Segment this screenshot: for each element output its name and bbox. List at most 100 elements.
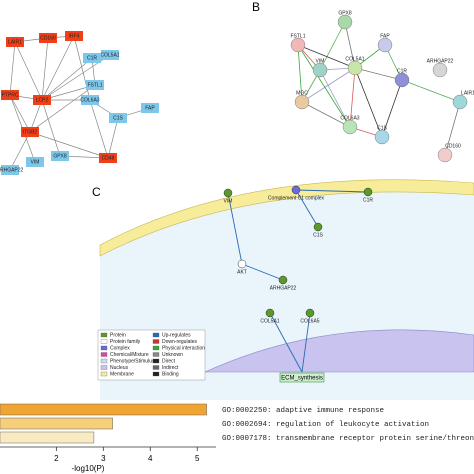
edge — [344, 21, 356, 69]
edge — [295, 189, 319, 228]
edge — [29, 131, 109, 159]
legend-label: Nucleus — [110, 365, 129, 371]
node — [432, 62, 448, 78]
edge — [301, 67, 356, 103]
node-label: FSTL1 — [290, 33, 305, 39]
x-tick-label: 2 — [54, 454, 59, 463]
node-label: ARHGAP22 — [270, 285, 297, 291]
node-label: Complement C1 complex — [268, 195, 325, 201]
legend-label: Unknown — [162, 352, 183, 358]
node — [374, 129, 390, 145]
node — [377, 37, 393, 53]
legend-label: Chemical/Mixture — [110, 352, 149, 358]
node-label: C1S — [377, 125, 387, 131]
node — [452, 94, 468, 110]
node — [290, 37, 306, 53]
legend-label: Protein family — [110, 339, 141, 345]
legend-label: Up-regulates — [162, 332, 191, 338]
node-label: LAIR1 — [461, 90, 474, 96]
bar — [0, 431, 95, 444]
node — [312, 62, 328, 78]
node — [223, 188, 233, 198]
node — [83, 53, 101, 63]
node — [265, 308, 275, 318]
edge — [29, 84, 96, 133]
node — [342, 119, 358, 135]
node-label: CD48 — [102, 155, 115, 161]
process-label: ECM_synthesis — [281, 376, 323, 382]
node-label: VIM — [224, 198, 233, 204]
legend-swatch — [100, 332, 108, 338]
node-label: CD160 — [445, 143, 461, 149]
node — [81, 95, 99, 105]
node — [99, 153, 117, 163]
node-label: LCP2 — [36, 97, 49, 103]
node — [337, 14, 353, 30]
legend-label: Direct — [162, 358, 176, 364]
edge — [89, 99, 109, 159]
node — [294, 94, 310, 110]
legend-label: Phenotype/Stimulus — [110, 358, 155, 364]
edge — [444, 101, 461, 156]
edge — [297, 44, 356, 69]
edge — [241, 263, 284, 281]
edge — [297, 44, 351, 128]
edge — [297, 44, 303, 103]
membrane — [99, 179, 474, 257]
edge — [381, 79, 403, 138]
legend-label: Membrane — [110, 371, 134, 377]
legend-box — [97, 329, 206, 381]
legend-swatch — [100, 358, 108, 364]
x-tick-label: 3 — [101, 454, 106, 463]
edge — [354, 67, 383, 138]
edge — [29, 99, 43, 133]
node-label: CD160 — [40, 35, 56, 41]
node — [6, 37, 24, 47]
legend-swatch — [152, 358, 160, 364]
node — [305, 308, 315, 318]
node-label: C1R — [363, 197, 373, 203]
legend-swatch — [152, 339, 160, 344]
legend-swatch — [100, 345, 108, 351]
node-label: COL6A5 — [300, 318, 319, 324]
node-label: MGC — [296, 90, 308, 96]
edge — [301, 312, 311, 373]
node-label: FAP — [380, 33, 390, 39]
legend-swatch — [100, 365, 108, 370]
node — [363, 187, 373, 197]
x-tick-label: 4 — [148, 454, 153, 463]
edge — [319, 69, 351, 128]
edge — [41, 35, 75, 101]
edge — [269, 312, 303, 373]
legend-swatch — [152, 332, 160, 338]
legend-label: Indirect — [162, 365, 179, 371]
node-label: VIM — [316, 58, 325, 64]
node — [347, 60, 363, 76]
node-label: GPX8 — [338, 10, 352, 16]
node — [141, 103, 159, 113]
legend-label: Down-regulates — [162, 339, 198, 345]
legend-swatch — [152, 345, 160, 351]
legend-swatch — [152, 365, 160, 370]
nucleus — [204, 329, 474, 373]
x-tick-label: 5 — [195, 454, 200, 463]
node — [65, 31, 83, 41]
panel-c: C ECM_synthesis VIM Complement C1 complex… — [92, 179, 474, 400]
legend-swatch — [152, 352, 160, 357]
edge — [319, 21, 346, 71]
node — [394, 72, 410, 88]
edge — [401, 79, 461, 103]
node — [109, 113, 127, 123]
bar — [0, 417, 113, 430]
category-label: GO:0002250: adaptive immune response — [222, 407, 384, 415]
legend-label: Binding — [162, 371, 179, 377]
category-label: GO:0007178: transmembrane receptor prote… — [222, 435, 474, 443]
node-label: PTPRC — [2, 92, 19, 98]
edge — [14, 41, 43, 101]
edge — [349, 67, 356, 128]
edge — [301, 101, 351, 128]
legend-label: Protein — [110, 332, 126, 338]
legend-swatch — [152, 371, 160, 377]
